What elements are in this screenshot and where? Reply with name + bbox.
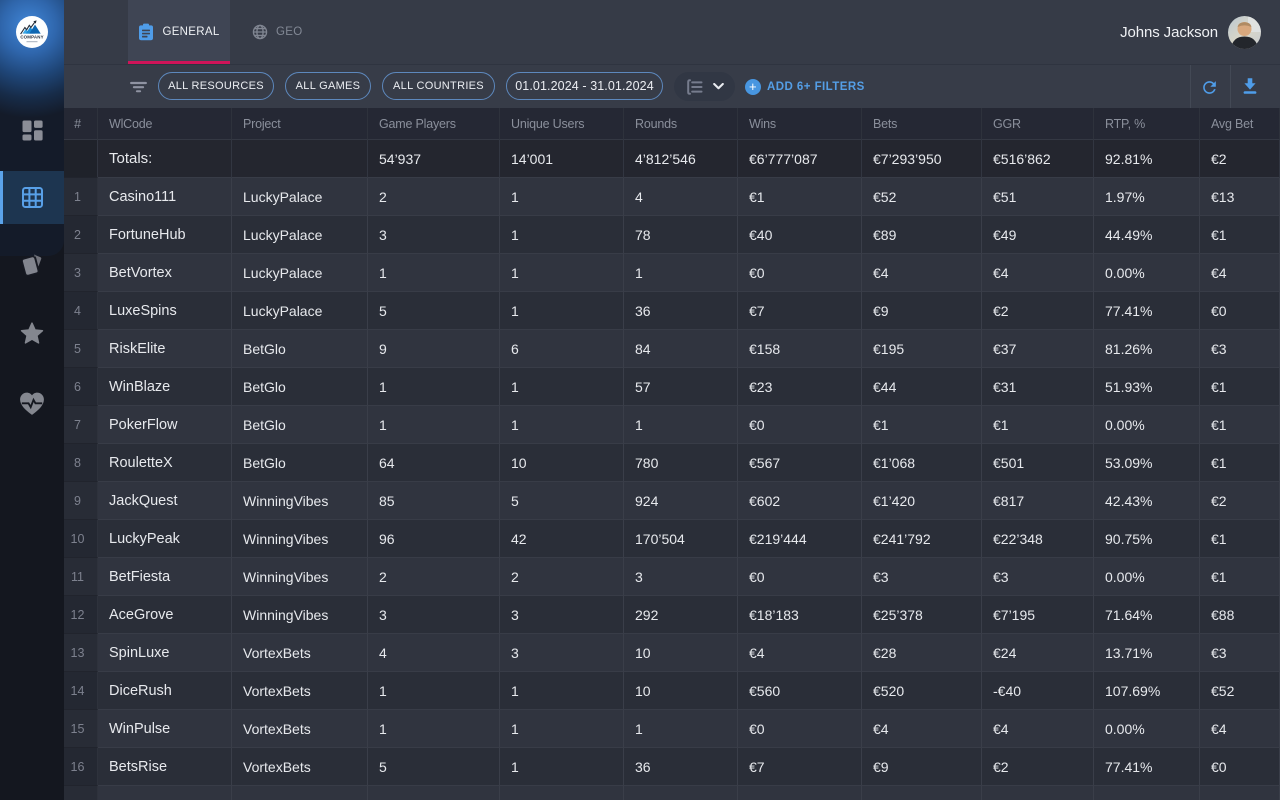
svg-text:COMPANY: COMPANY	[20, 35, 43, 40]
